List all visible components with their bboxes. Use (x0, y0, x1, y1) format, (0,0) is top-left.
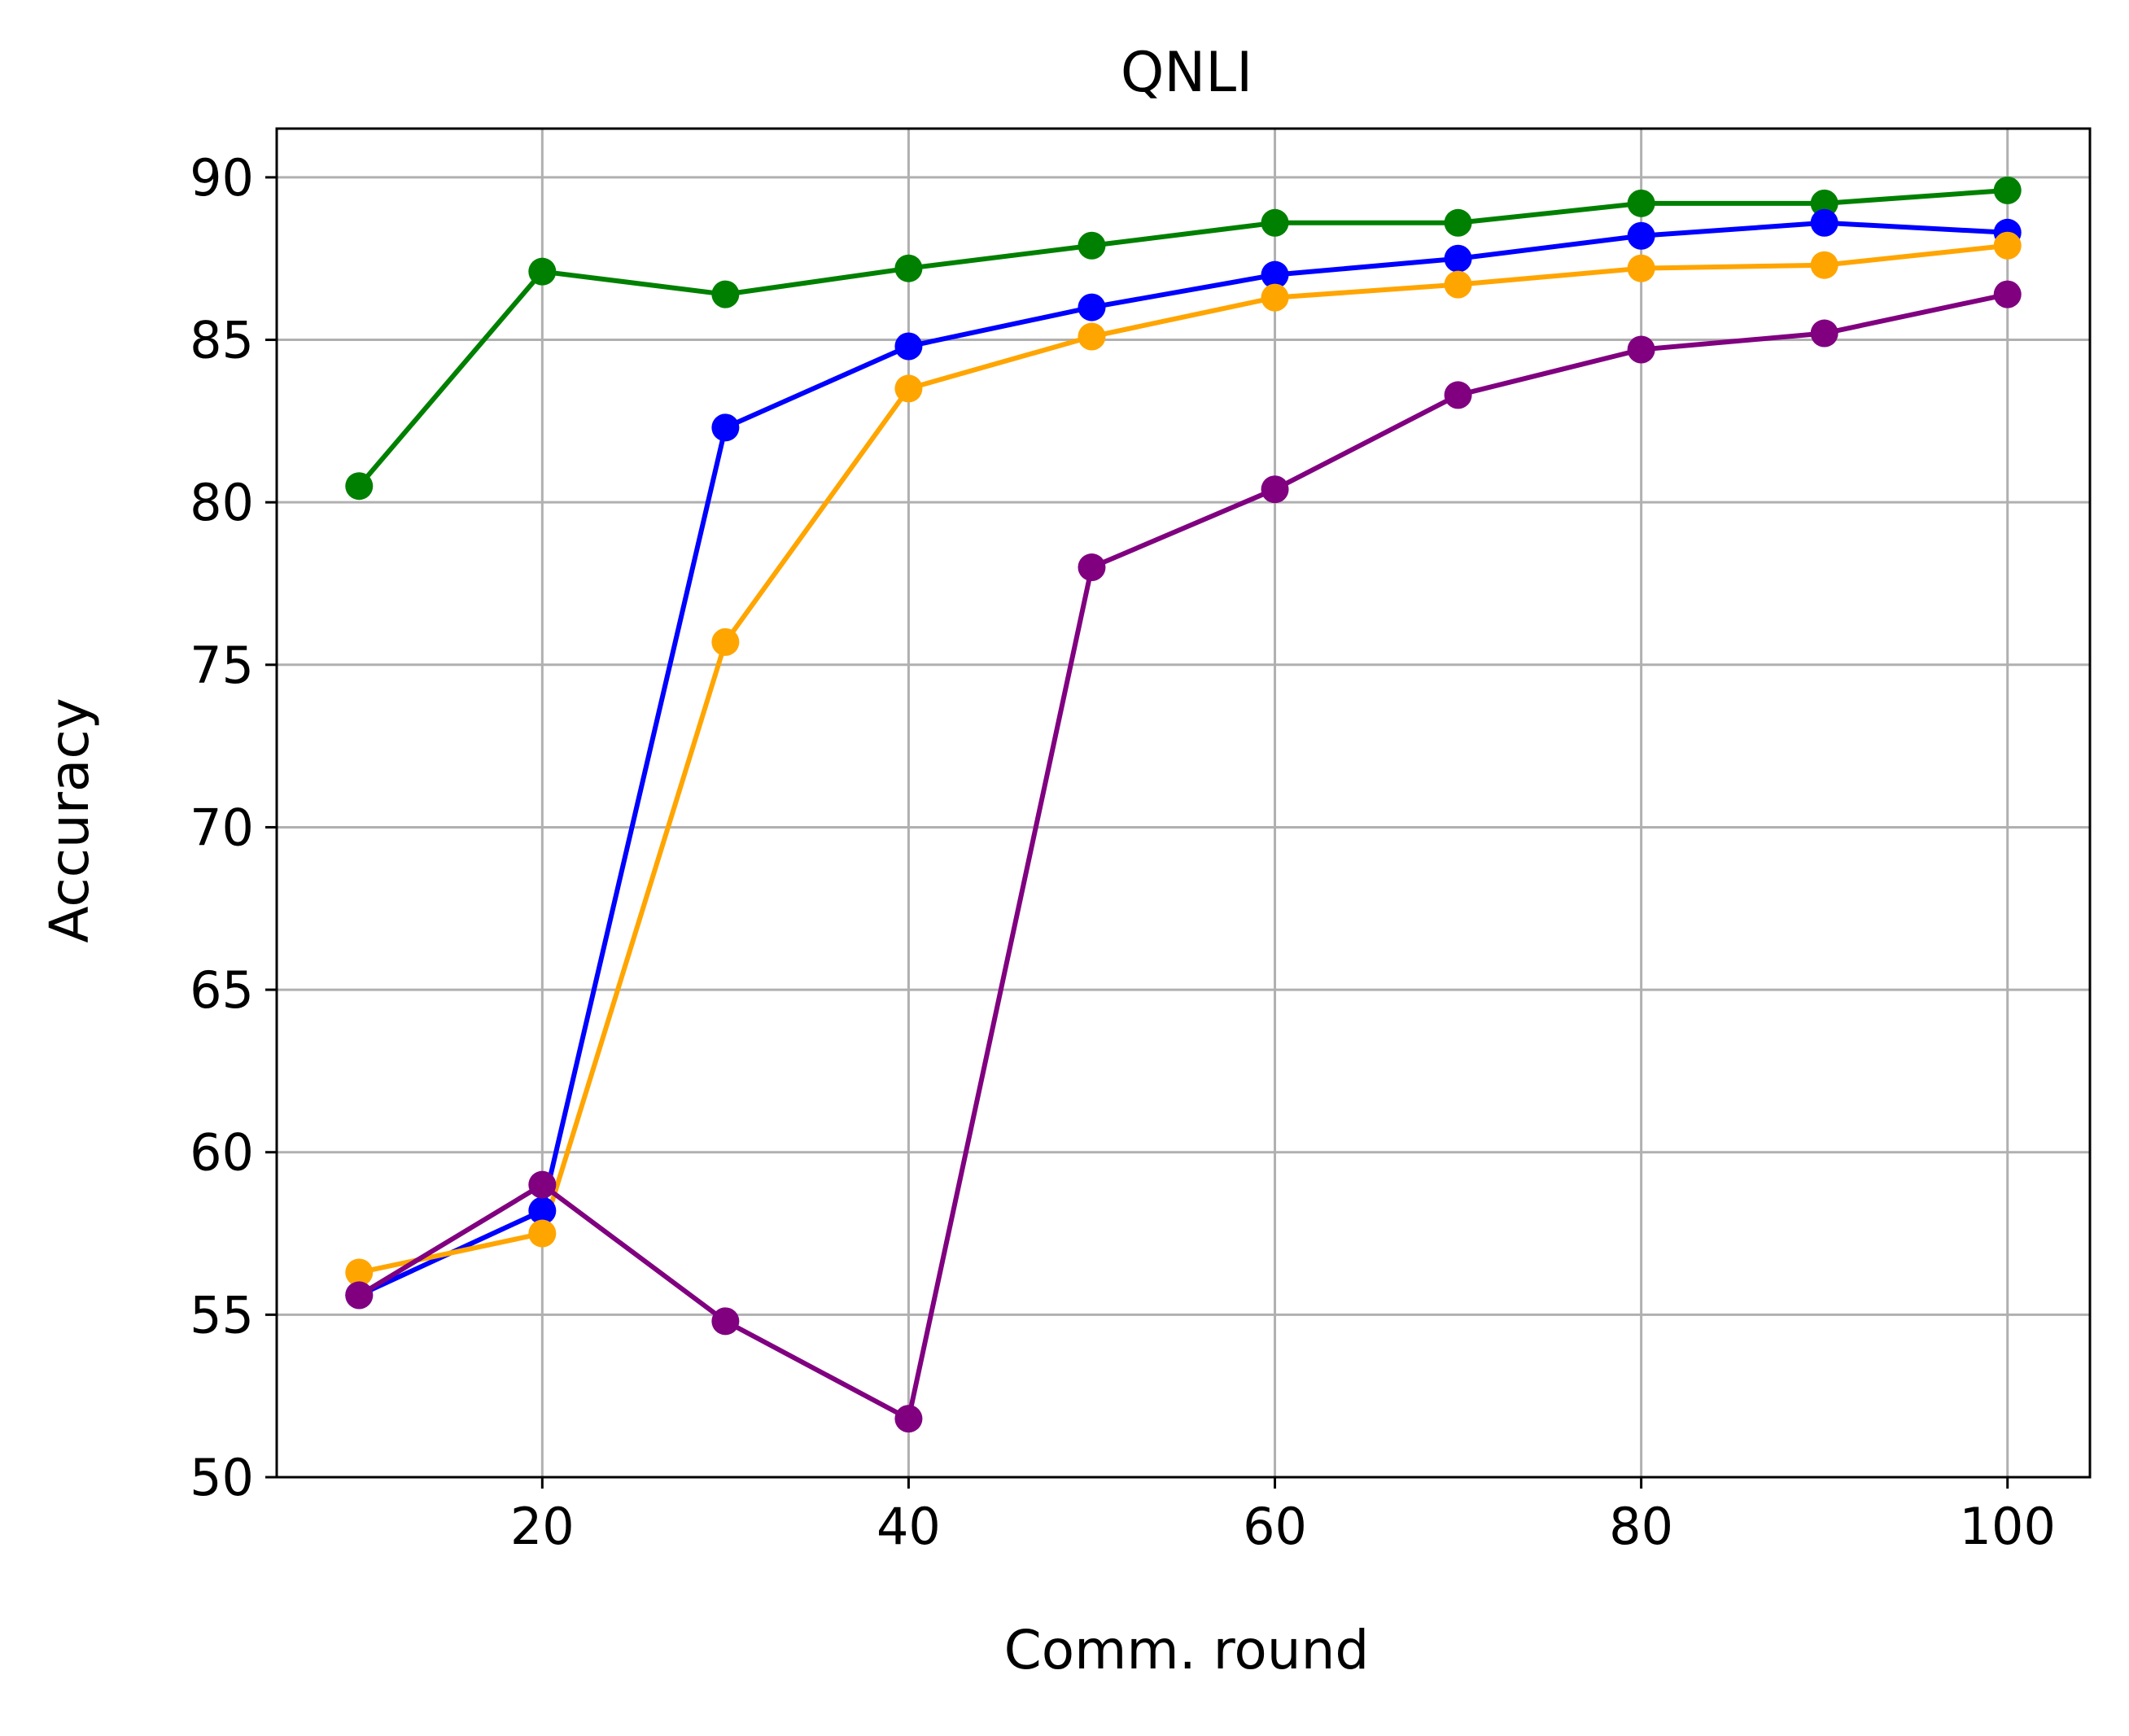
series-2-point (1810, 208, 1838, 237)
series-markers (345, 176, 2022, 1433)
series-2-point (1627, 221, 1655, 250)
y-tick-label: 50 (190, 1448, 254, 1507)
series-1-point (711, 280, 740, 308)
series-1-point (345, 472, 374, 501)
x-tick-label: 40 (877, 1497, 941, 1556)
series-3-point (528, 1219, 557, 1248)
y-tick-label: 55 (190, 1285, 254, 1345)
y-tick-label: 85 (190, 311, 254, 370)
series-2-point (1444, 244, 1472, 273)
x-tick-label: 100 (1960, 1497, 2056, 1556)
series-4-point (711, 1307, 740, 1336)
series-1-point (894, 254, 923, 282)
x-axis-title: Comm. round (1004, 1619, 1370, 1681)
series-1-point (1261, 208, 1289, 237)
series-4-point (1993, 280, 2022, 308)
y-tick-label: 60 (190, 1123, 254, 1183)
series-1-point (1627, 189, 1655, 217)
series-4-point (1261, 475, 1289, 504)
plot-frame (275, 127, 2092, 1479)
series-line-2 (358, 220, 2008, 1298)
series-2-point (711, 413, 740, 442)
series-2-point (1078, 293, 1106, 321)
series-4-point (528, 1170, 557, 1199)
series-4-point (1078, 553, 1106, 582)
series-1-point (1993, 176, 2022, 204)
chart-title: QNLI (1121, 41, 1252, 105)
series-3-point (1993, 231, 2022, 260)
series-1-point (1810, 189, 1838, 217)
series-1-point (1078, 231, 1106, 260)
x-tick-label: 20 (510, 1497, 575, 1556)
series-3-point (1444, 270, 1472, 299)
y-tick-label: 70 (190, 798, 254, 857)
series-4-point (1444, 381, 1472, 409)
series-3-point (1261, 283, 1289, 312)
axis-ticks: 20 40 60 80 100 50 55 60 65 70 75 80 85 90 (190, 148, 2056, 1556)
series-4-point (1627, 335, 1655, 364)
y-axis-title: Accuracy (38, 697, 101, 942)
series-3-point (1078, 322, 1106, 351)
series-line-1 (356, 187, 2008, 488)
x-tick-label: 60 (1243, 1497, 1307, 1556)
series-3-point (1810, 251, 1838, 279)
y-tick-label: 75 (190, 636, 254, 695)
series-4-point (894, 1405, 923, 1433)
series-3-point (894, 374, 923, 403)
x-tick-label: 80 (1609, 1497, 1673, 1556)
series-1-point (1444, 208, 1472, 237)
series-3-point (1627, 254, 1655, 282)
y-tick-label: 65 (190, 960, 254, 1020)
series-line-3 (358, 243, 2009, 1275)
series-3-point (345, 1258, 374, 1287)
series-4-point (345, 1281, 374, 1310)
series-2-point (1261, 260, 1289, 289)
series-4-point (1810, 319, 1838, 348)
y-tick-label: 90 (190, 148, 254, 208)
series-3-point (711, 627, 740, 656)
series-line-4 (357, 291, 2009, 1422)
series-1-point (528, 257, 557, 286)
y-tick-label: 80 (190, 473, 254, 532)
series-2-point (528, 1196, 557, 1225)
series-2-point (894, 332, 923, 361)
series-lines (356, 187, 2009, 1422)
